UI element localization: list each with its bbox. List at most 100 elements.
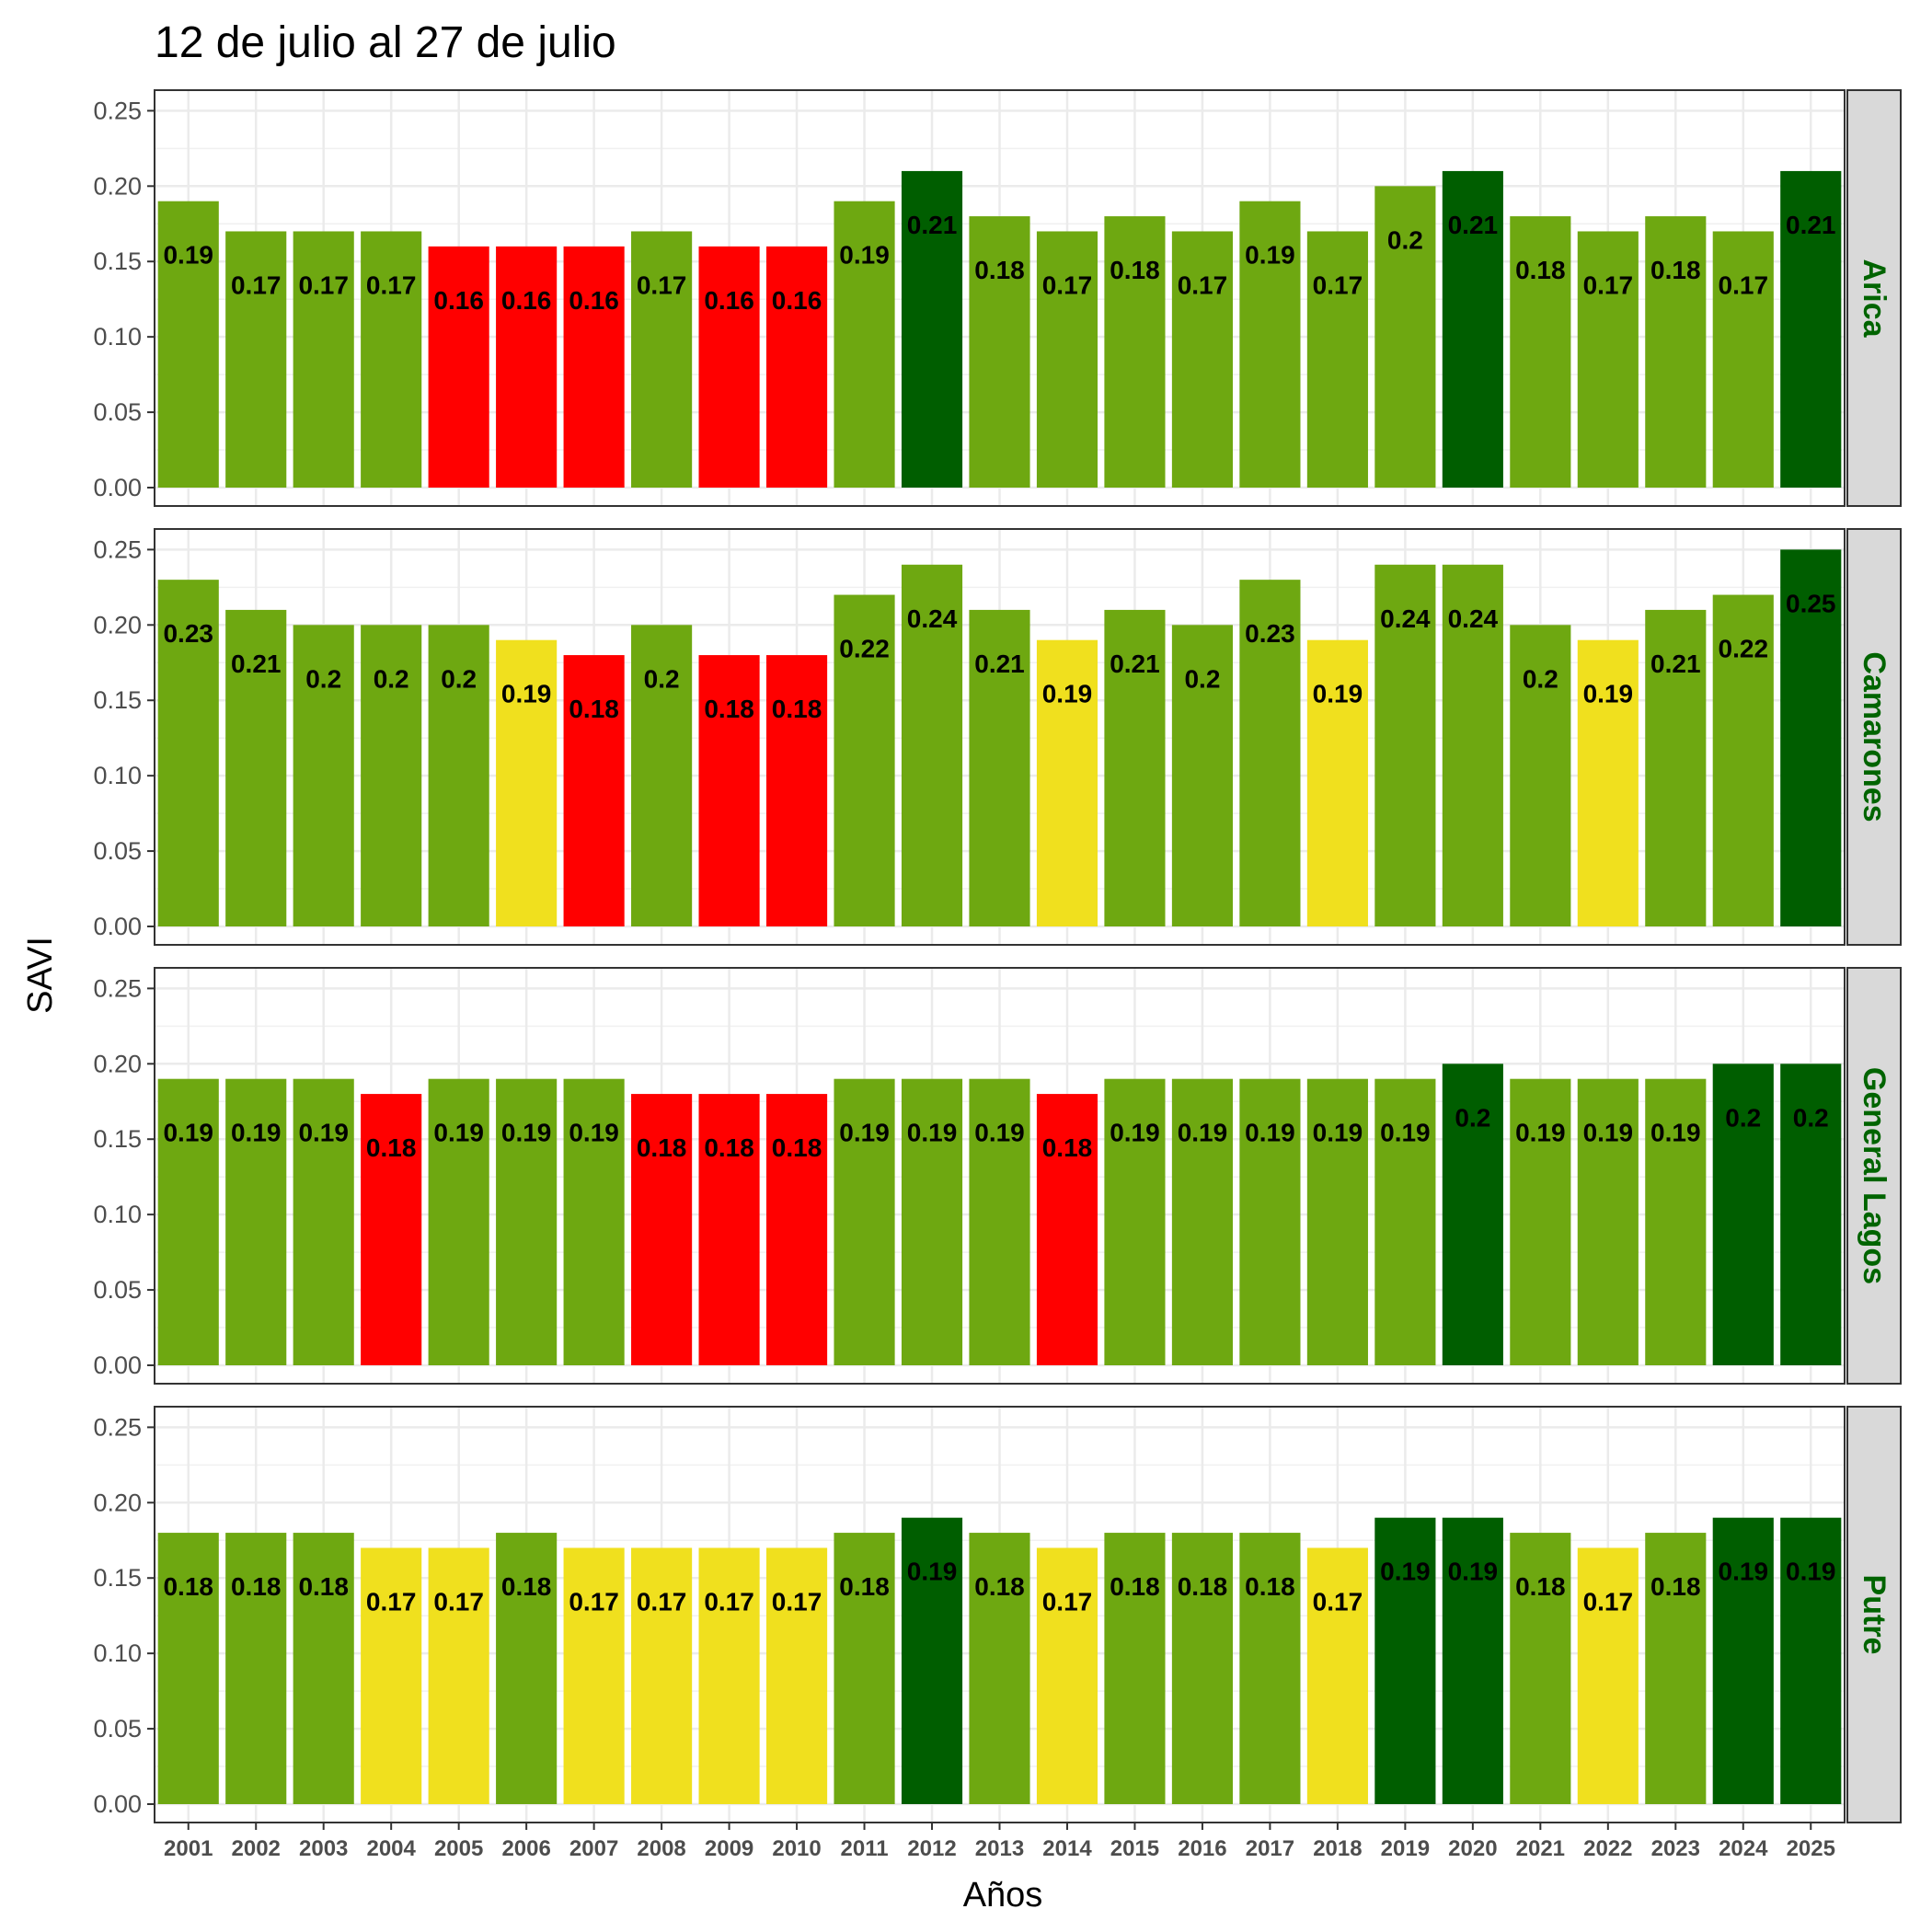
- bar-label-2001: 0.19: [163, 241, 213, 270]
- x-tick-label-2025: 2025: [1787, 1836, 1835, 1861]
- bar-label-2016: 0.2: [1184, 664, 1220, 693]
- bar-label-2023: 0.18: [1650, 1572, 1701, 1601]
- bar-label-2004: 0.17: [366, 270, 417, 299]
- bar-2018: [1306, 639, 1368, 926]
- bar-label-2007: 0.19: [569, 1119, 619, 1147]
- facet-strip-label: Arica: [1857, 259, 1892, 338]
- bar-label-2020: 0.21: [1448, 211, 1499, 239]
- bar-label-2014: 0.19: [1042, 680, 1093, 708]
- bar-2006: [496, 1078, 558, 1365]
- bar-label-2023: 0.21: [1650, 650, 1701, 678]
- bar-2001: [157, 580, 219, 926]
- y-tick-label: 0.10: [93, 762, 142, 789]
- bar-label-2013: 0.21: [974, 650, 1025, 678]
- bar-label-2005: 0.19: [433, 1119, 484, 1147]
- bar-label-2006: 0.19: [501, 680, 552, 708]
- y-tick-label: 0.15: [93, 686, 142, 714]
- bar-label-2022: 0.19: [1583, 1119, 1634, 1147]
- bar-2013: [969, 609, 1030, 926]
- bar-label-2016: 0.17: [1178, 270, 1228, 299]
- bar-2004: [361, 1094, 422, 1365]
- facet-strip-label: General Lagos: [1857, 1067, 1892, 1284]
- bar-2020: [1442, 170, 1503, 488]
- bar-2010: [765, 1547, 828, 1804]
- y-tick-label: 0.00: [93, 474, 142, 501]
- bar-2025: [1780, 1517, 1842, 1804]
- bar-2016: [1171, 231, 1234, 488]
- bar-label-2019: 0.2: [1387, 225, 1423, 254]
- bar-label-2022: 0.17: [1583, 270, 1634, 299]
- bar-label-2022: 0.17: [1583, 1587, 1634, 1616]
- y-tick-label: 0.15: [93, 247, 142, 275]
- bar-label-2007: 0.16: [569, 286, 619, 315]
- bar-label-2017: 0.18: [1245, 1572, 1295, 1601]
- x-tick-label-2007: 2007: [569, 1836, 618, 1861]
- panel-border: [154, 89, 1846, 507]
- bar-2010: [765, 655, 828, 926]
- bar-label-2009: 0.16: [704, 286, 754, 315]
- bar-2019: [1374, 1517, 1436, 1804]
- bar-label-2020: 0.19: [1448, 1558, 1499, 1586]
- y-tick-label: 0.05: [93, 398, 142, 426]
- bar-2008: [631, 625, 693, 926]
- bar-2009: [698, 655, 760, 926]
- bar-2002: [225, 1078, 287, 1365]
- y-tick-label: 0.25: [93, 974, 142, 1002]
- bar-2015: [1104, 609, 1166, 926]
- bar-2012: [901, 1078, 963, 1365]
- bar-2014: [1036, 639, 1098, 926]
- bar-label-2009: 0.18: [704, 695, 754, 723]
- bar-2019: [1374, 186, 1436, 489]
- bar-label-2002: 0.18: [231, 1572, 282, 1601]
- bar-label-2004: 0.17: [366, 1587, 417, 1616]
- bar-label-2009: 0.17: [704, 1587, 754, 1616]
- bar-label-2020: 0.2: [1455, 1103, 1490, 1132]
- bar-label-2012: 0.19: [907, 1558, 958, 1586]
- bar-label-2005: 0.17: [433, 1587, 484, 1616]
- bar-2021: [1510, 1078, 1571, 1365]
- bar-2004: [361, 231, 422, 488]
- bar-2008: [631, 1094, 693, 1365]
- x-axis-title: Años: [963, 1876, 1043, 1915]
- bar-label-2021: 0.18: [1515, 256, 1566, 284]
- facet-strip: [1846, 967, 1902, 1385]
- bar-2012: [901, 170, 963, 488]
- bar-2004: [361, 1547, 422, 1804]
- x-tick-label-2004: 2004: [366, 1836, 416, 1861]
- bar-2014: [1036, 1094, 1098, 1365]
- bar-2020: [1442, 1517, 1503, 1804]
- panel-putre: 0.18 0.18 0.18 0.17 0.17 0.18 0.17 0.17 0.17 0.17…: [93, 1406, 1902, 1823]
- bar-label-2019: 0.24: [1380, 604, 1431, 633]
- bar-label-2012: 0.21: [907, 211, 958, 239]
- y-tick-label: 0.10: [93, 1639, 142, 1667]
- panel-camarones: 0.23 0.21 0.2 0.2 0.2 0.19 0.18 0.2 0.18 0.18 0.22…: [93, 528, 1902, 946]
- bar-label-2014: 0.17: [1042, 270, 1093, 299]
- x-tick-label-2009: 2009: [705, 1836, 753, 1861]
- bar-2011: [834, 201, 895, 488]
- x-tick-label-2024: 2024: [1719, 1836, 1768, 1861]
- bar-label-2021: 0.19: [1515, 1119, 1566, 1147]
- bar-label-2025: 0.2: [1793, 1103, 1829, 1132]
- y-tick-label: 0.10: [93, 323, 142, 351]
- x-tick-label-2023: 2023: [1651, 1836, 1700, 1861]
- bar-2002: [225, 231, 287, 488]
- bar-2010: [765, 1094, 828, 1365]
- bar-label-2011: 0.22: [839, 635, 890, 663]
- bar-label-2003: 0.19: [298, 1119, 349, 1147]
- panel-border: [154, 967, 1846, 1385]
- bar-2018: [1306, 1547, 1368, 1804]
- bar-2020: [1442, 564, 1503, 926]
- bar-2017: [1239, 580, 1301, 926]
- bar-2003: [293, 231, 354, 488]
- bar-2023: [1645, 216, 1707, 489]
- bar-label-2002: 0.17: [231, 270, 282, 299]
- y-tick-label: 0.25: [93, 1413, 142, 1441]
- bar-label-2011: 0.18: [839, 1572, 890, 1601]
- bar-2008: [631, 1547, 693, 1804]
- bar-label-2003: 0.18: [298, 1572, 349, 1601]
- y-tick-label: 0.00: [93, 1351, 142, 1379]
- bar-label-2007: 0.18: [569, 695, 619, 723]
- bar-label-2023: 0.18: [1650, 256, 1701, 284]
- y-tick-label: 0.05: [93, 1715, 142, 1742]
- panel-general-lagos: 0.19 0.19 0.19 0.18 0.19 0.19 0.19 0.18 0.18 0.18…: [93, 967, 1902, 1385]
